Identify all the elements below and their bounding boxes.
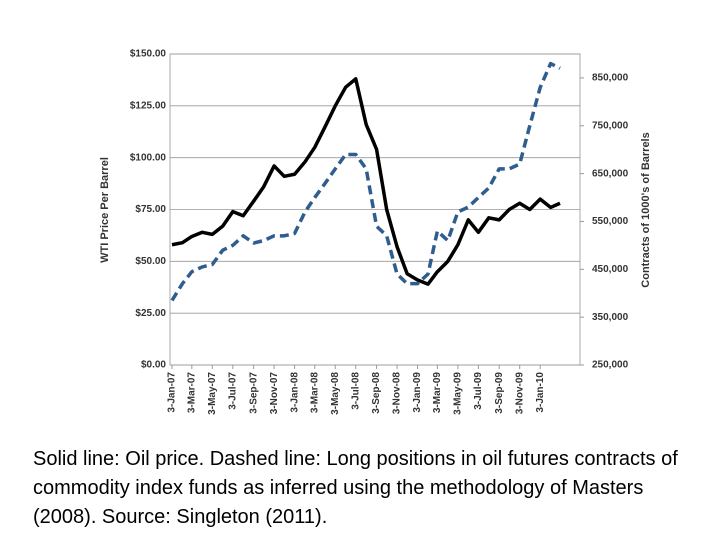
x-tick-label: 3-Jan-09 (412, 372, 423, 413)
y2-tick-label: 750,000 (592, 120, 629, 131)
x-tick-label: 3-Jul-08 (350, 372, 361, 410)
y-tick-label: $50.00 (135, 256, 166, 267)
x-tick-label: 3-May-09 (453, 372, 464, 415)
x-tick-label: 3-Nov-08 (392, 372, 403, 415)
x-tick-label: 3-Mar-08 (309, 372, 320, 414)
series-line (171, 77, 561, 286)
y2-tick-label: 650,000 (592, 168, 629, 179)
x-tick-label: 3-Jul-07 (227, 372, 238, 410)
x-tick-label: 3-Jan-07 (167, 372, 178, 413)
x-tick-label: 3-Jan-10 (535, 372, 546, 413)
x-tick-label: 3-May-08 (330, 372, 341, 415)
x-tick-label: 3-Nov-09 (514, 372, 525, 415)
y2-tick-label: 350,000 (592, 312, 629, 323)
y2-tick-label: 250,000 (592, 360, 629, 371)
y2-tick-label: 450,000 (592, 264, 629, 275)
x-tick-label: 3-Sep-08 (371, 372, 382, 414)
y2-tick-label: 850,000 (592, 73, 629, 84)
y-tick-label: $0.00 (141, 360, 166, 371)
x-tick-label: 3-Jul-09 (473, 372, 484, 410)
chart: WTI Price Per Barrel Contracts of 1000's… (99, 49, 652, 415)
x-tick-label: 3-Mar-07 (186, 372, 197, 414)
x-tick-label: 3-May-07 (207, 372, 218, 415)
x-tick-label: 3-Sep-09 (494, 372, 505, 414)
x-tick-label: 3-Nov-07 (269, 372, 280, 415)
x-tick-label: 3-Mar-09 (432, 372, 443, 414)
y2-tick-label: 550,000 (592, 216, 629, 227)
y-tick-label: $125.00 (130, 100, 167, 111)
x-tick-label: 3-Sep-07 (248, 372, 259, 414)
y-tick-label: $25.00 (135, 308, 166, 319)
y2-axis-title: Contracts of 1000's of Barrels (640, 132, 652, 287)
series-line (170, 61, 561, 302)
y-axis-title: WTI Price Per Barrel (99, 157, 111, 263)
x-tick-label: 3-Jan-08 (289, 372, 300, 413)
y-tick-label: $100.00 (130, 152, 167, 163)
y-tick-label: $150.00 (130, 49, 167, 60)
caption: Solid line: Oil price. Dashed line: Long… (33, 448, 678, 528)
y-tick-label: $75.00 (135, 204, 166, 215)
